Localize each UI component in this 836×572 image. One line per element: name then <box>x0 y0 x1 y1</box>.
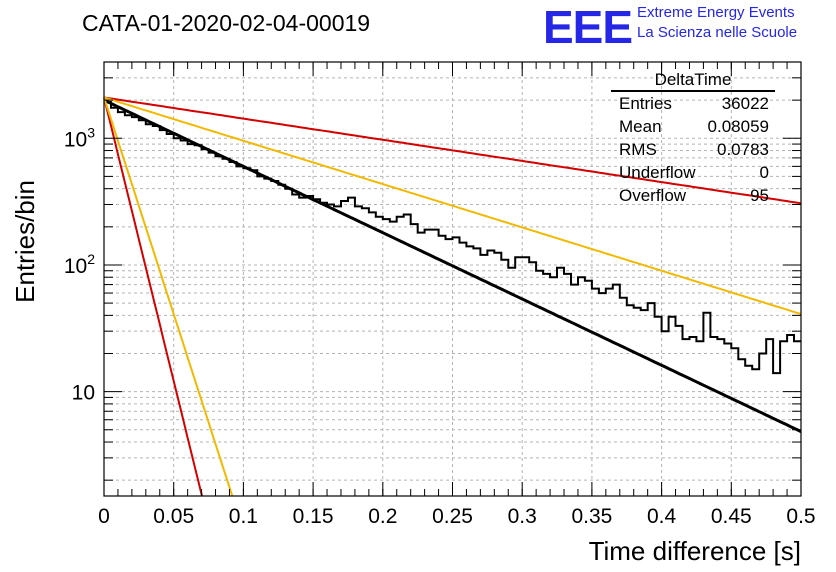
eee-logo: EEE <box>543 1 633 53</box>
fit-curves <box>103 96 802 497</box>
x-tick-label: 0.15 <box>293 505 334 528</box>
stats-value: 0.08059 <box>707 117 769 136</box>
logo-line-2: La Scienza nelle Scuole <box>637 24 798 41</box>
stats-value: 95 <box>750 186 769 205</box>
y-axis-label: Entries/bin <box>10 180 40 303</box>
stats-label: Mean <box>619 117 662 136</box>
stats-label: RMS <box>619 140 657 159</box>
stats-box: DeltaTime Entries 36022 Mean 0.08059 RMS… <box>611 66 775 206</box>
stats-label: Underflow <box>619 163 696 182</box>
stats-value: 0.0783 <box>717 140 769 159</box>
x-tick-label: 0.05 <box>153 505 194 528</box>
stats-value: 36022 <box>721 94 769 113</box>
x-tick-label: 0.2 <box>368 505 397 528</box>
chart-title: CATA-01-2020-02-04-00019 <box>82 10 371 36</box>
axis-ticks <box>103 61 802 496</box>
x-tick-label: 0.1 <box>229 505 258 528</box>
x-tick-label: 0.5 <box>786 505 815 528</box>
stats-divider <box>611 90 775 92</box>
stats-value: 0 <box>759 163 769 182</box>
fit-curve-2 <box>103 96 802 315</box>
x-tick-label: 0 <box>98 505 110 528</box>
stats-label: Entries <box>619 94 672 113</box>
fit-curve-0 <box>103 98 802 433</box>
y-tick-label: 103 <box>64 124 95 151</box>
fit-curve-4 <box>103 97 234 497</box>
stats-label: Overflow <box>619 186 687 205</box>
x-tick-label: 0.35 <box>571 505 612 528</box>
logo-line-1: Extreme Energy Events <box>637 4 795 21</box>
x-tick-label: 0.25 <box>432 505 473 528</box>
stats-title: DeltaTime <box>654 70 732 89</box>
x-tick-label: 0.4 <box>647 505 677 528</box>
x-tick-label: 0.3 <box>508 505 537 528</box>
y-tick-labels: 10 102 103 <box>64 124 95 404</box>
fit-curve-1 <box>103 96 802 205</box>
x-tick-label: 0.45 <box>711 505 752 528</box>
y-tick-label: 102 <box>64 251 95 278</box>
fit-curve-3 <box>103 97 203 497</box>
x-axis-label: Time difference [s] <box>589 536 801 566</box>
y-tick-label: 10 <box>72 382 95 405</box>
x-tick-labels: 0 0.05 0.1 0.15 0.2 0.25 0.3 0.35 0.4 0.45 0.5 <box>98 505 815 528</box>
